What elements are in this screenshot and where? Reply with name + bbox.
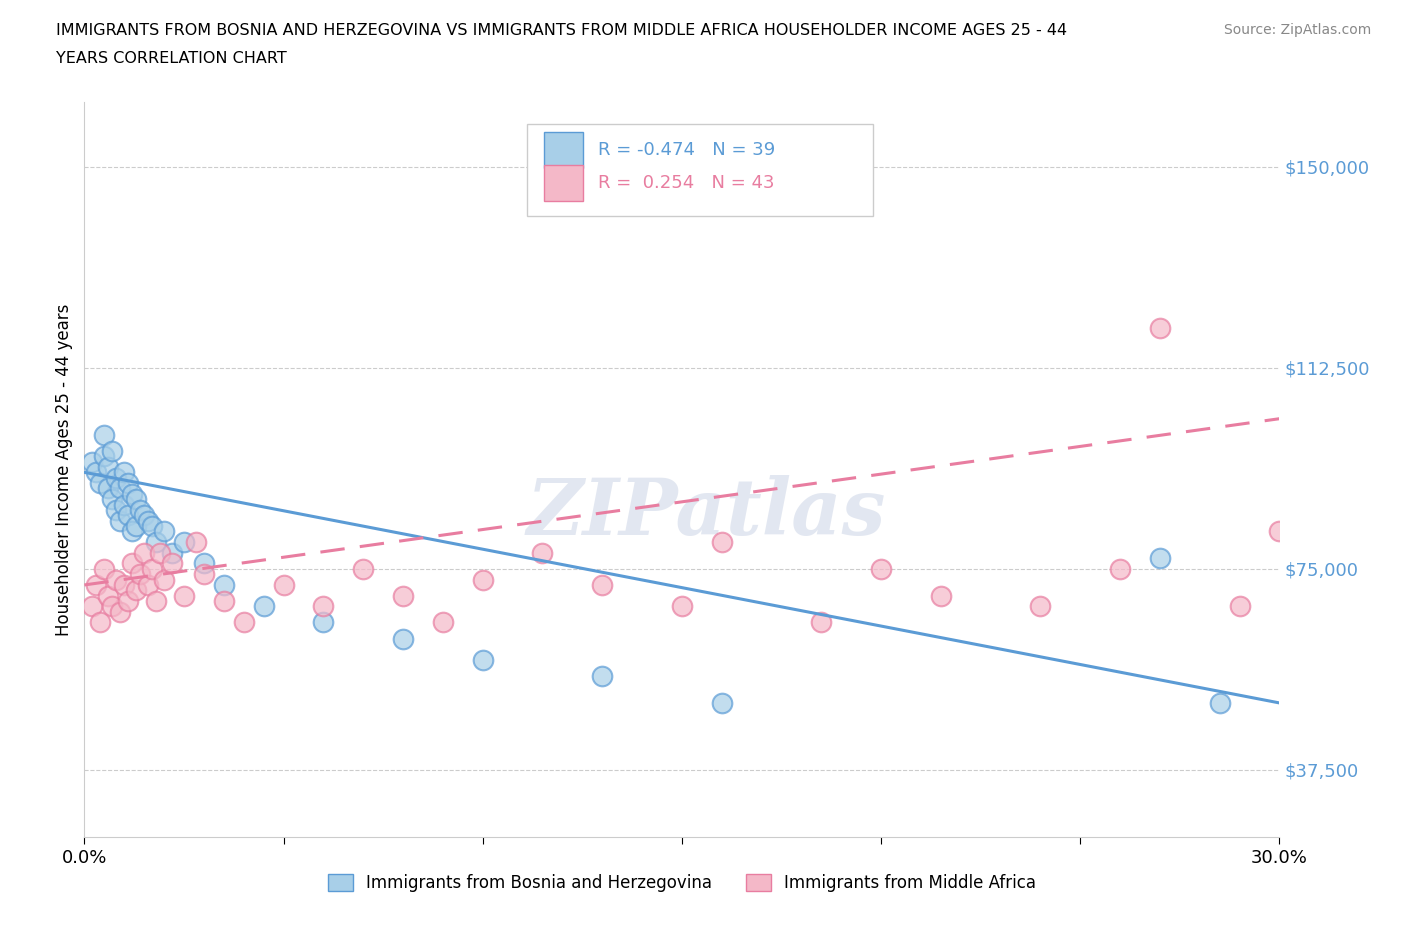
Point: [710, 535, 733, 550]
Point: [1268, 524, 1291, 538]
Point: [232, 615, 254, 630]
Point: [89, 615, 111, 630]
Point: [132, 508, 156, 523]
Point: [531, 545, 554, 560]
Point: [352, 562, 374, 577]
Point: [101, 599, 124, 614]
Point: [141, 562, 163, 577]
Point: [591, 578, 613, 592]
Point: [810, 615, 832, 630]
Point: [93, 428, 115, 443]
Point: [101, 444, 124, 458]
Point: [1029, 599, 1052, 614]
Point: [112, 497, 135, 512]
Point: [110, 604, 132, 619]
Point: [125, 492, 148, 507]
Point: [117, 475, 139, 490]
Point: [153, 572, 176, 587]
Point: [105, 572, 128, 587]
Point: [145, 593, 167, 608]
Point: [312, 599, 335, 614]
Text: ZIPatlas: ZIPatlas: [526, 475, 886, 552]
Point: [212, 578, 235, 592]
Point: [312, 615, 335, 630]
Point: [86, 465, 108, 480]
Point: [145, 535, 167, 550]
Text: R = -0.474   N = 39: R = -0.474 N = 39: [599, 141, 776, 159]
Point: [82, 599, 104, 614]
Point: [1149, 551, 1171, 565]
Point: [1149, 320, 1171, 335]
Point: [136, 578, 159, 592]
Point: [97, 589, 120, 604]
Point: [392, 589, 415, 604]
Point: [125, 519, 148, 534]
Point: [1109, 562, 1132, 577]
Point: [273, 578, 295, 592]
Point: [112, 578, 135, 592]
Point: [153, 524, 176, 538]
Point: [671, 599, 693, 614]
Point: [82, 454, 104, 469]
Point: [105, 471, 128, 485]
Point: [870, 562, 893, 577]
Point: [929, 589, 952, 604]
Point: [129, 566, 152, 581]
Point: [129, 502, 152, 517]
Point: [193, 566, 215, 581]
Point: [160, 545, 183, 560]
Point: [121, 556, 143, 571]
Point: [136, 513, 159, 528]
Point: [141, 519, 163, 534]
Point: [117, 593, 139, 608]
Point: [132, 545, 156, 560]
Point: [173, 535, 195, 550]
Point: [392, 631, 415, 646]
Point: [105, 502, 128, 517]
FancyBboxPatch shape: [544, 166, 582, 201]
Text: Source: ZipAtlas.com: Source: ZipAtlas.com: [1223, 23, 1371, 37]
Point: [93, 562, 115, 577]
Point: [110, 481, 132, 496]
Point: [112, 465, 135, 480]
Point: [432, 615, 454, 630]
Point: [160, 556, 183, 571]
Legend: Immigrants from Bosnia and Herzegovina, Immigrants from Middle Africa: Immigrants from Bosnia and Herzegovina, …: [321, 867, 1043, 898]
Point: [101, 492, 124, 507]
Y-axis label: Householder Income Ages 25 - 44 years: Householder Income Ages 25 - 44 years: [55, 303, 73, 636]
Point: [710, 696, 733, 711]
Point: [591, 669, 613, 684]
Point: [121, 486, 143, 501]
Point: [97, 481, 120, 496]
Text: R =  0.254   N = 43: R = 0.254 N = 43: [599, 174, 775, 193]
Text: YEARS CORRELATION CHART: YEARS CORRELATION CHART: [56, 51, 287, 66]
Point: [184, 535, 207, 550]
Point: [173, 589, 195, 604]
FancyBboxPatch shape: [544, 132, 582, 167]
Point: [212, 593, 235, 608]
Point: [121, 524, 143, 538]
Point: [117, 508, 139, 523]
Point: [253, 599, 276, 614]
Point: [110, 513, 132, 528]
Text: IMMIGRANTS FROM BOSNIA AND HERZEGOVINA VS IMMIGRANTS FROM MIDDLE AFRICA HOUSEHOL: IMMIGRANTS FROM BOSNIA AND HERZEGOVINA V…: [56, 23, 1067, 38]
Point: [471, 653, 494, 668]
Point: [89, 475, 111, 490]
Point: [86, 578, 108, 592]
Point: [149, 545, 172, 560]
Point: [1209, 696, 1232, 711]
FancyBboxPatch shape: [527, 125, 873, 216]
Point: [193, 556, 215, 571]
Point: [93, 449, 115, 464]
Point: [471, 572, 494, 587]
Point: [125, 583, 148, 598]
Point: [97, 459, 120, 474]
Point: [1229, 599, 1251, 614]
